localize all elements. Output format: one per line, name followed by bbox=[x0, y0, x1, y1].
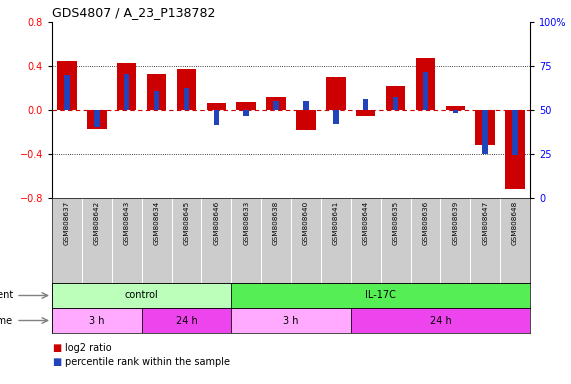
Text: GSM808639: GSM808639 bbox=[452, 200, 459, 245]
Bar bbox=[476, 110, 495, 145]
Text: GSM808640: GSM808640 bbox=[303, 200, 309, 245]
Text: GSM808634: GSM808634 bbox=[154, 200, 159, 245]
Text: GSM808641: GSM808641 bbox=[333, 200, 339, 245]
Text: GSM808635: GSM808635 bbox=[393, 200, 399, 245]
Bar bbox=[243, 110, 249, 116]
Bar bbox=[274, 101, 279, 110]
Text: ■: ■ bbox=[52, 343, 61, 353]
Bar bbox=[363, 99, 368, 110]
Text: log2 ratio: log2 ratio bbox=[65, 343, 111, 353]
Bar bbox=[482, 110, 488, 154]
Text: 3 h: 3 h bbox=[283, 316, 299, 326]
Bar bbox=[207, 103, 226, 110]
Bar bbox=[124, 74, 130, 110]
Bar bbox=[214, 110, 219, 126]
Bar bbox=[303, 101, 309, 110]
Bar bbox=[231, 283, 530, 308]
Text: GSM808646: GSM808646 bbox=[214, 200, 219, 245]
Bar bbox=[356, 110, 375, 116]
Text: GSM808645: GSM808645 bbox=[183, 200, 190, 245]
Text: 24 h: 24 h bbox=[175, 316, 198, 326]
Text: GSM808644: GSM808644 bbox=[363, 200, 369, 245]
Bar bbox=[52, 283, 231, 308]
Bar bbox=[296, 110, 316, 130]
Bar bbox=[57, 61, 77, 110]
Bar bbox=[117, 63, 136, 110]
Bar bbox=[416, 58, 435, 110]
Bar bbox=[236, 102, 256, 110]
Bar bbox=[351, 308, 530, 333]
Text: GDS4807 / A_23_P138782: GDS4807 / A_23_P138782 bbox=[52, 6, 215, 19]
Text: agent: agent bbox=[0, 291, 13, 301]
Bar bbox=[386, 86, 405, 110]
Text: GSM808636: GSM808636 bbox=[423, 200, 428, 245]
Bar bbox=[266, 97, 286, 110]
Bar bbox=[184, 88, 189, 110]
Text: 3 h: 3 h bbox=[89, 316, 104, 326]
Bar bbox=[147, 74, 166, 110]
Bar bbox=[512, 110, 518, 155]
Text: GSM808633: GSM808633 bbox=[243, 200, 249, 245]
Bar bbox=[453, 110, 458, 113]
Bar bbox=[445, 106, 465, 110]
Bar bbox=[154, 91, 159, 110]
Text: GSM808643: GSM808643 bbox=[124, 200, 130, 245]
Text: IL-17C: IL-17C bbox=[365, 291, 396, 301]
Bar bbox=[393, 97, 399, 110]
Text: GSM808638: GSM808638 bbox=[273, 200, 279, 245]
Text: GSM808637: GSM808637 bbox=[64, 200, 70, 245]
Text: control: control bbox=[124, 291, 159, 301]
Bar bbox=[94, 110, 99, 126]
Text: percentile rank within the sample: percentile rank within the sample bbox=[65, 357, 230, 367]
Text: GSM808648: GSM808648 bbox=[512, 200, 518, 245]
Text: GSM808647: GSM808647 bbox=[482, 200, 488, 245]
Bar bbox=[52, 308, 142, 333]
Bar bbox=[231, 308, 351, 333]
Text: ■: ■ bbox=[52, 357, 61, 367]
Bar bbox=[505, 110, 525, 189]
Bar bbox=[142, 308, 231, 333]
Bar bbox=[333, 110, 339, 124]
Text: time: time bbox=[0, 316, 13, 326]
Text: 24 h: 24 h bbox=[429, 316, 451, 326]
Bar bbox=[64, 75, 70, 110]
Text: GSM808642: GSM808642 bbox=[94, 200, 100, 245]
Bar bbox=[87, 110, 107, 129]
Bar bbox=[423, 71, 428, 110]
Bar bbox=[326, 77, 345, 110]
Bar bbox=[177, 69, 196, 110]
